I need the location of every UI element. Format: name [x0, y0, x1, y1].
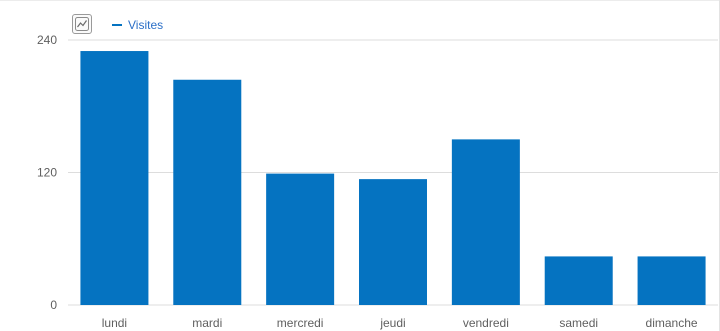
legend[interactable]: Visites	[112, 18, 163, 32]
line-chart-icon	[75, 17, 89, 31]
x-tick-label-mardi: mardi	[192, 316, 222, 330]
chart-type-button[interactable]	[72, 14, 92, 34]
bar-mercredi[interactable]	[266, 173, 335, 305]
bar-dimanche[interactable]	[637, 256, 706, 305]
y-tick-label: 120	[37, 166, 57, 180]
x-tick-label-lundi: lundi	[102, 316, 127, 330]
legend-label: Visites	[128, 18, 164, 32]
y-tick-label: 240	[37, 33, 57, 47]
x-tick-label-samedi: samedi	[559, 316, 598, 330]
legend-swatch	[112, 24, 122, 26]
bar-mardi[interactable]	[173, 79, 242, 305]
bar-lundi[interactable]	[80, 51, 149, 305]
x-tick-label-mercredi: mercredi	[277, 316, 324, 330]
bar-vendredi[interactable]	[451, 139, 520, 305]
chart-top-border	[0, 0, 720, 1]
x-tick-label-dimanche: dimanche	[646, 316, 698, 330]
x-tick-label-vendredi: vendredi	[463, 316, 509, 330]
bar-samedi[interactable]	[544, 256, 613, 305]
y-tick-label: 0	[50, 298, 57, 312]
x-tick-label-jeudi: jeudi	[379, 316, 405, 330]
bar-jeudi[interactable]	[359, 179, 427, 305]
